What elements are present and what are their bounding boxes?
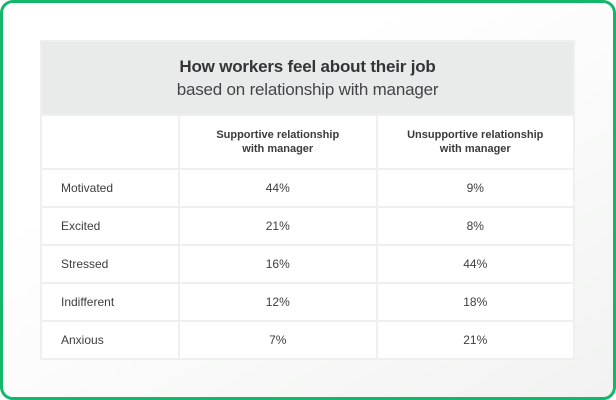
- table-title: How workers feel about their job: [179, 56, 436, 76]
- unsupportive-value: 44%: [377, 246, 573, 282]
- supportive-value: 44%: [180, 170, 376, 206]
- unsupportive-value: 9%: [377, 170, 573, 206]
- supportive-value: 16%: [180, 246, 376, 282]
- table-title-block: How workers feel about their job based o…: [42, 42, 573, 114]
- supportive-value: 21%: [180, 208, 376, 244]
- unsupportive-value: 18%: [377, 284, 573, 320]
- unsupportive-value: 8%: [377, 208, 573, 244]
- column-header-unsupportive: Unsupportive relationship with manager: [377, 116, 573, 168]
- feelings-table: How workers feel about their job based o…: [40, 40, 575, 360]
- empty-corner-cell: [42, 116, 178, 168]
- table-subtitle: based on relationship with manager: [176, 79, 439, 99]
- row-label: Anxious: [42, 322, 178, 358]
- supportive-value: 12%: [180, 284, 376, 320]
- supportive-value: 7%: [180, 322, 376, 358]
- unsupportive-value: 21%: [377, 322, 573, 358]
- row-label: Indifferent: [42, 284, 178, 320]
- row-label: Motivated: [42, 170, 178, 206]
- column-header-supportive: Supportive relationship with manager: [180, 116, 376, 168]
- row-label: Stressed: [42, 246, 178, 282]
- row-label: Excited: [42, 208, 178, 244]
